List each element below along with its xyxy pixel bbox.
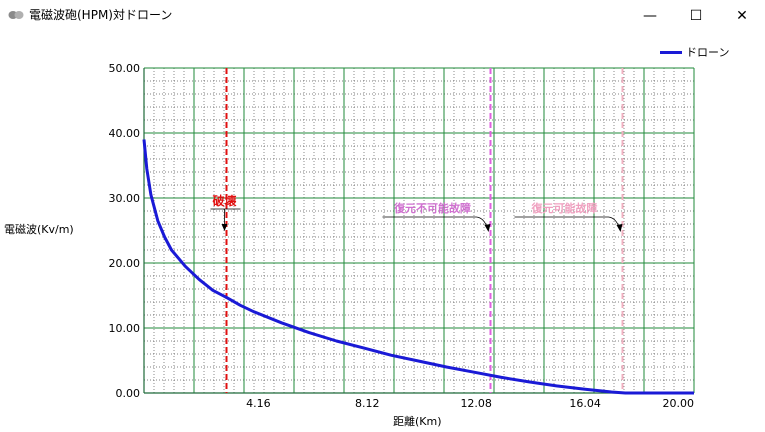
minimize-button[interactable]: — bbox=[627, 0, 673, 31]
maximize-icon: ☐ bbox=[689, 7, 703, 24]
app-icon bbox=[8, 11, 24, 19]
plot-area bbox=[144, 68, 694, 393]
window-title: 電磁波砲(HPM)対ドローン bbox=[29, 8, 173, 22]
y-tick-label: 10.00 bbox=[109, 322, 141, 335]
x-tick-label: 8.12 bbox=[355, 397, 380, 410]
maximize-button[interactable]: ☐ bbox=[673, 0, 719, 31]
ticks: 0.00 10.00 20.00 30.00 40.00 50.00 4.16 8.12 12.… bbox=[109, 62, 695, 410]
close-button[interactable]: ✕ bbox=[719, 0, 765, 31]
minimize-icon: — bbox=[643, 7, 657, 24]
chart-legend: ドローン bbox=[660, 44, 729, 60]
threshold-arrowhead bbox=[616, 224, 623, 232]
threshold-label: 復元可能故障 bbox=[531, 201, 598, 215]
legend-swatch bbox=[660, 50, 682, 54]
x-tick-label: 16.04 bbox=[569, 397, 601, 410]
threshold-label: 復元不可能故障 bbox=[393, 201, 471, 215]
legend-entry: ドローン bbox=[686, 46, 730, 59]
threshold-arrowhead bbox=[221, 224, 228, 231]
threshold-label: 破壊 bbox=[212, 193, 237, 208]
x-tick-label: 12.08 bbox=[460, 397, 492, 410]
y-axis-label: 電磁波(Kv/m) bbox=[4, 223, 74, 236]
threshold-arrowhead bbox=[484, 224, 491, 232]
x-axis-label: 距離(Km) bbox=[393, 415, 442, 428]
grid-major bbox=[143, 67, 695, 394]
y-tick-label: 0.00 bbox=[116, 387, 141, 400]
title-bar: 電磁波砲(HPM)対ドローン — ☐ ✕ bbox=[0, 0, 765, 31]
series-layer bbox=[142, 139, 694, 395]
y-tick-label: 50.00 bbox=[109, 62, 141, 75]
close-icon: ✕ bbox=[736, 7, 748, 24]
y-tick-label: 20.00 bbox=[109, 257, 141, 270]
x-tick-label: 20.00 bbox=[663, 397, 695, 410]
x-tick-label: 4.16 bbox=[246, 397, 271, 410]
y-tick-label: 30.00 bbox=[109, 192, 141, 205]
y-tick-label: 40.00 bbox=[109, 127, 141, 140]
series-line-ドローン bbox=[142, 139, 694, 395]
